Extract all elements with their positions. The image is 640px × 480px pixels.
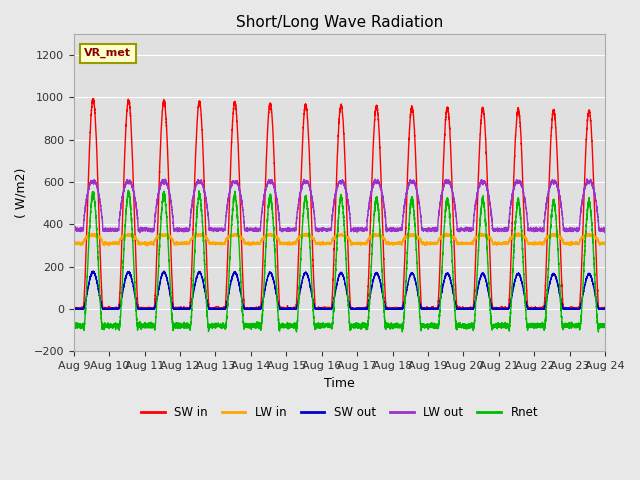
Legend: SW in, LW in, SW out, LW out, Rnet: SW in, LW in, SW out, LW out, Rnet [136,402,543,424]
Y-axis label: ( W/m2): ( W/m2) [15,168,28,218]
X-axis label: Time: Time [324,377,355,390]
Title: Short/Long Wave Radiation: Short/Long Wave Radiation [236,15,443,30]
Text: VR_met: VR_met [84,48,131,59]
